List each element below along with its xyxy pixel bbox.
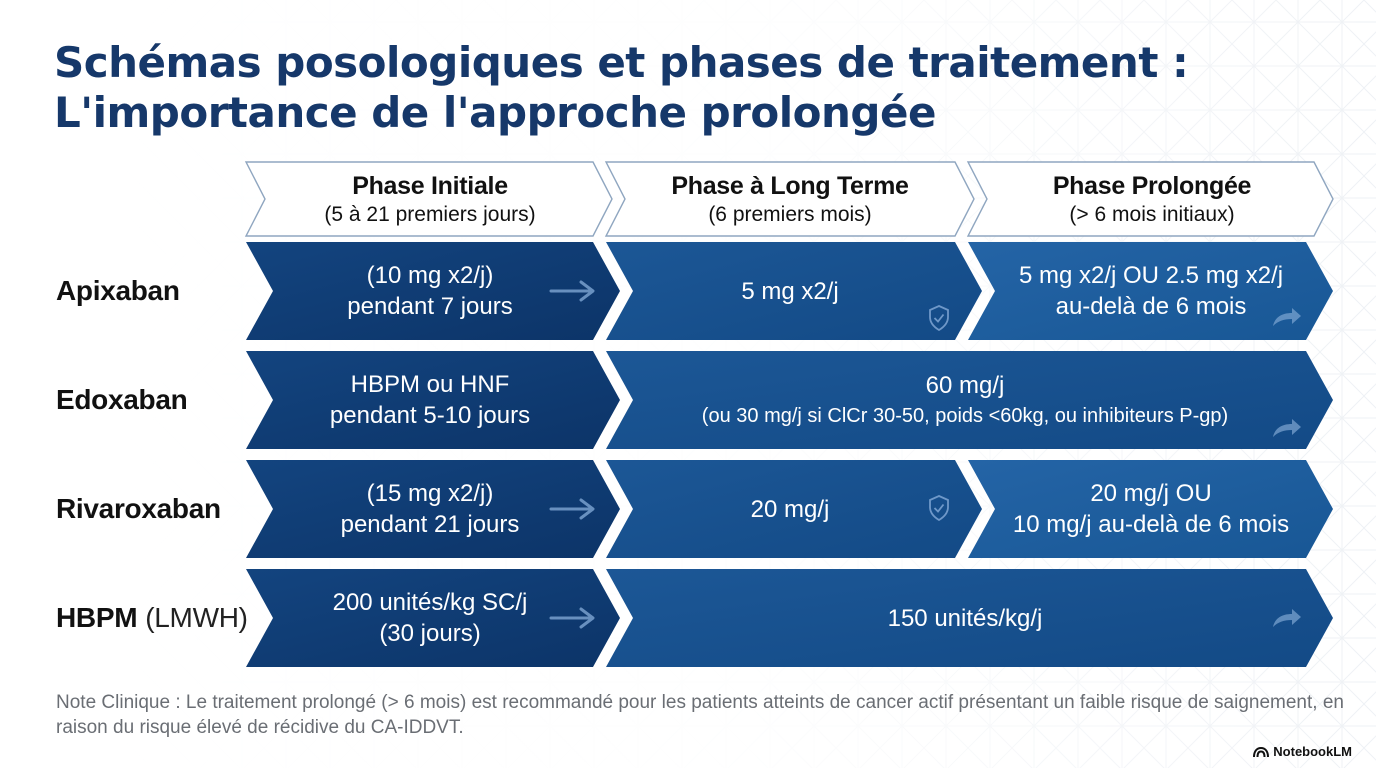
dose-line: 5 mg x2/j OU 2.5 mg x2/j bbox=[1018, 262, 1284, 289]
drug-name: Apixaban bbox=[56, 275, 180, 306]
arrow-right-icon bbox=[549, 498, 595, 520]
phase-name: Phase Initiale bbox=[352, 171, 508, 200]
title-line-2: L'importance de l'approche prolongée bbox=[54, 88, 936, 137]
chevron-rivaroxaban-extended bbox=[968, 460, 1333, 558]
chevron-apixaban-extended bbox=[968, 242, 1333, 340]
cell-apixaban-extended: 5 mg x2/j OU 2.5 mg x2/j au-delà de 6 mo… bbox=[990, 242, 1312, 340]
cell-rivaroxaban-long-term: 20 mg/j bbox=[625, 460, 955, 558]
dose-line: 150 unités/kg/j bbox=[887, 604, 1043, 632]
clinical-note: Note Clinique : Le traitement prolongé (… bbox=[56, 692, 1344, 738]
row-label-hbpm: HBPM (LMWH) bbox=[56, 569, 248, 667]
cell-rivaroxaban-initial: (15 mg x2/j) pendant 21 jours bbox=[275, 460, 585, 558]
header-chevron-initial bbox=[244, 161, 613, 237]
chevron-edoxaban-initial bbox=[246, 351, 620, 449]
dose-line: HBPM ou HNF bbox=[350, 371, 510, 398]
shield-check-icon bbox=[929, 305, 949, 332]
dose-line: 5 mg x2/j bbox=[741, 277, 839, 305]
dose-line: 200 unités/kg SC/j bbox=[332, 589, 528, 616]
header-chevron-long-term bbox=[604, 161, 975, 237]
row-label-rivaroxaban: Rivaroxaban bbox=[56, 460, 221, 558]
dose-line: 60 mg/j bbox=[925, 371, 1005, 399]
phase-detail: (6 premiers mois) bbox=[708, 202, 872, 226]
share-arrow-icon bbox=[1273, 419, 1301, 437]
chevron-hbpm-merged bbox=[606, 569, 1333, 667]
row-label-edoxaban: Edoxaban bbox=[56, 351, 188, 449]
cell-rivaroxaban-extended: 20 mg/j OU 10 mg/j au-delà de 6 mois bbox=[990, 460, 1312, 558]
dose-line: pendant 21 jours bbox=[340, 511, 520, 538]
dose-line: pendant 7 jours bbox=[347, 293, 513, 320]
drug-name: Edoxaban bbox=[56, 384, 188, 415]
cell-hbpm-initial: 200 unités/kg SC/j (30 jours) bbox=[275, 569, 585, 667]
header-chevron-extended bbox=[966, 161, 1334, 237]
brand-name: NotebookLM bbox=[1273, 744, 1352, 759]
cell-edoxaban-merged: 60 mg/j (ou 30 mg/j si ClCr 30-50, poids… bbox=[635, 351, 1295, 449]
chevron-hbpm-initial bbox=[246, 569, 620, 667]
arrow-right-icon bbox=[549, 280, 595, 302]
notebooklm-logo-icon bbox=[1253, 746, 1270, 757]
cell-hbpm-merged: 150 unités/kg/j bbox=[635, 569, 1295, 667]
drug-suffix: (LMWH) bbox=[145, 602, 248, 633]
phase-header-extended: Phase Prolongée (> 6 mois initiaux) bbox=[987, 166, 1317, 232]
phase-header-long-term: Phase à Long Terme (6 premiers mois) bbox=[625, 166, 955, 232]
brand-watermark: NotebookLM bbox=[1253, 744, 1352, 759]
cell-apixaban-long-term: 5 mg x2/j bbox=[635, 242, 945, 340]
share-arrow-icon bbox=[1273, 609, 1301, 627]
row-label-apixaban: Apixaban bbox=[56, 242, 180, 340]
phase-detail: (> 6 mois initiaux) bbox=[1069, 202, 1235, 226]
chevron-apixaban-long-term bbox=[606, 242, 982, 340]
title-line-1: Schémas posologiques et phases de traite… bbox=[54, 38, 1189, 87]
chevron-edoxaban-merged bbox=[606, 351, 1333, 449]
phase-name: Phase à Long Terme bbox=[671, 171, 909, 200]
dose-line: (30 jours) bbox=[379, 620, 481, 647]
dose-line: 20 mg/j OU bbox=[1090, 480, 1212, 507]
drug-name: HBPM bbox=[56, 602, 138, 633]
dose-line-note: (ou 30 mg/j si ClCr 30-50, poids <60kg, … bbox=[701, 404, 1229, 427]
dose-line: pendant 5-10 jours bbox=[329, 402, 531, 429]
cell-apixaban-initial: (10 mg x2/j) pendant 7 jours bbox=[275, 242, 585, 340]
chevron-apixaban-initial bbox=[246, 242, 620, 340]
share-arrow-icon bbox=[1273, 308, 1301, 326]
chevron-rivaroxaban-initial bbox=[246, 460, 620, 558]
chevron-rivaroxaban-long-term bbox=[606, 460, 982, 558]
dose-line: au-delà de 6 mois bbox=[1055, 293, 1247, 320]
page-title: Schémas posologiques et phases de traite… bbox=[54, 38, 1304, 138]
phase-detail: (5 à 21 premiers jours) bbox=[324, 202, 536, 226]
drug-name: Rivaroxaban bbox=[56, 493, 221, 524]
dose-line: (15 mg x2/j) bbox=[366, 480, 494, 507]
dose-line: 10 mg/j au-delà de 6 mois bbox=[1012, 511, 1290, 538]
cell-edoxaban-initial: HBPM ou HNF pendant 5-10 jours bbox=[275, 351, 585, 449]
dose-line: 20 mg/j bbox=[750, 495, 830, 523]
shield-check-icon bbox=[929, 495, 949, 522]
phase-name: Phase Prolongée bbox=[1052, 171, 1252, 200]
arrow-right-icon bbox=[549, 607, 595, 629]
phase-header-initial: Phase Initiale (5 à 21 premiers jours) bbox=[265, 166, 595, 232]
dose-line: (10 mg x2/j) bbox=[366, 262, 494, 289]
